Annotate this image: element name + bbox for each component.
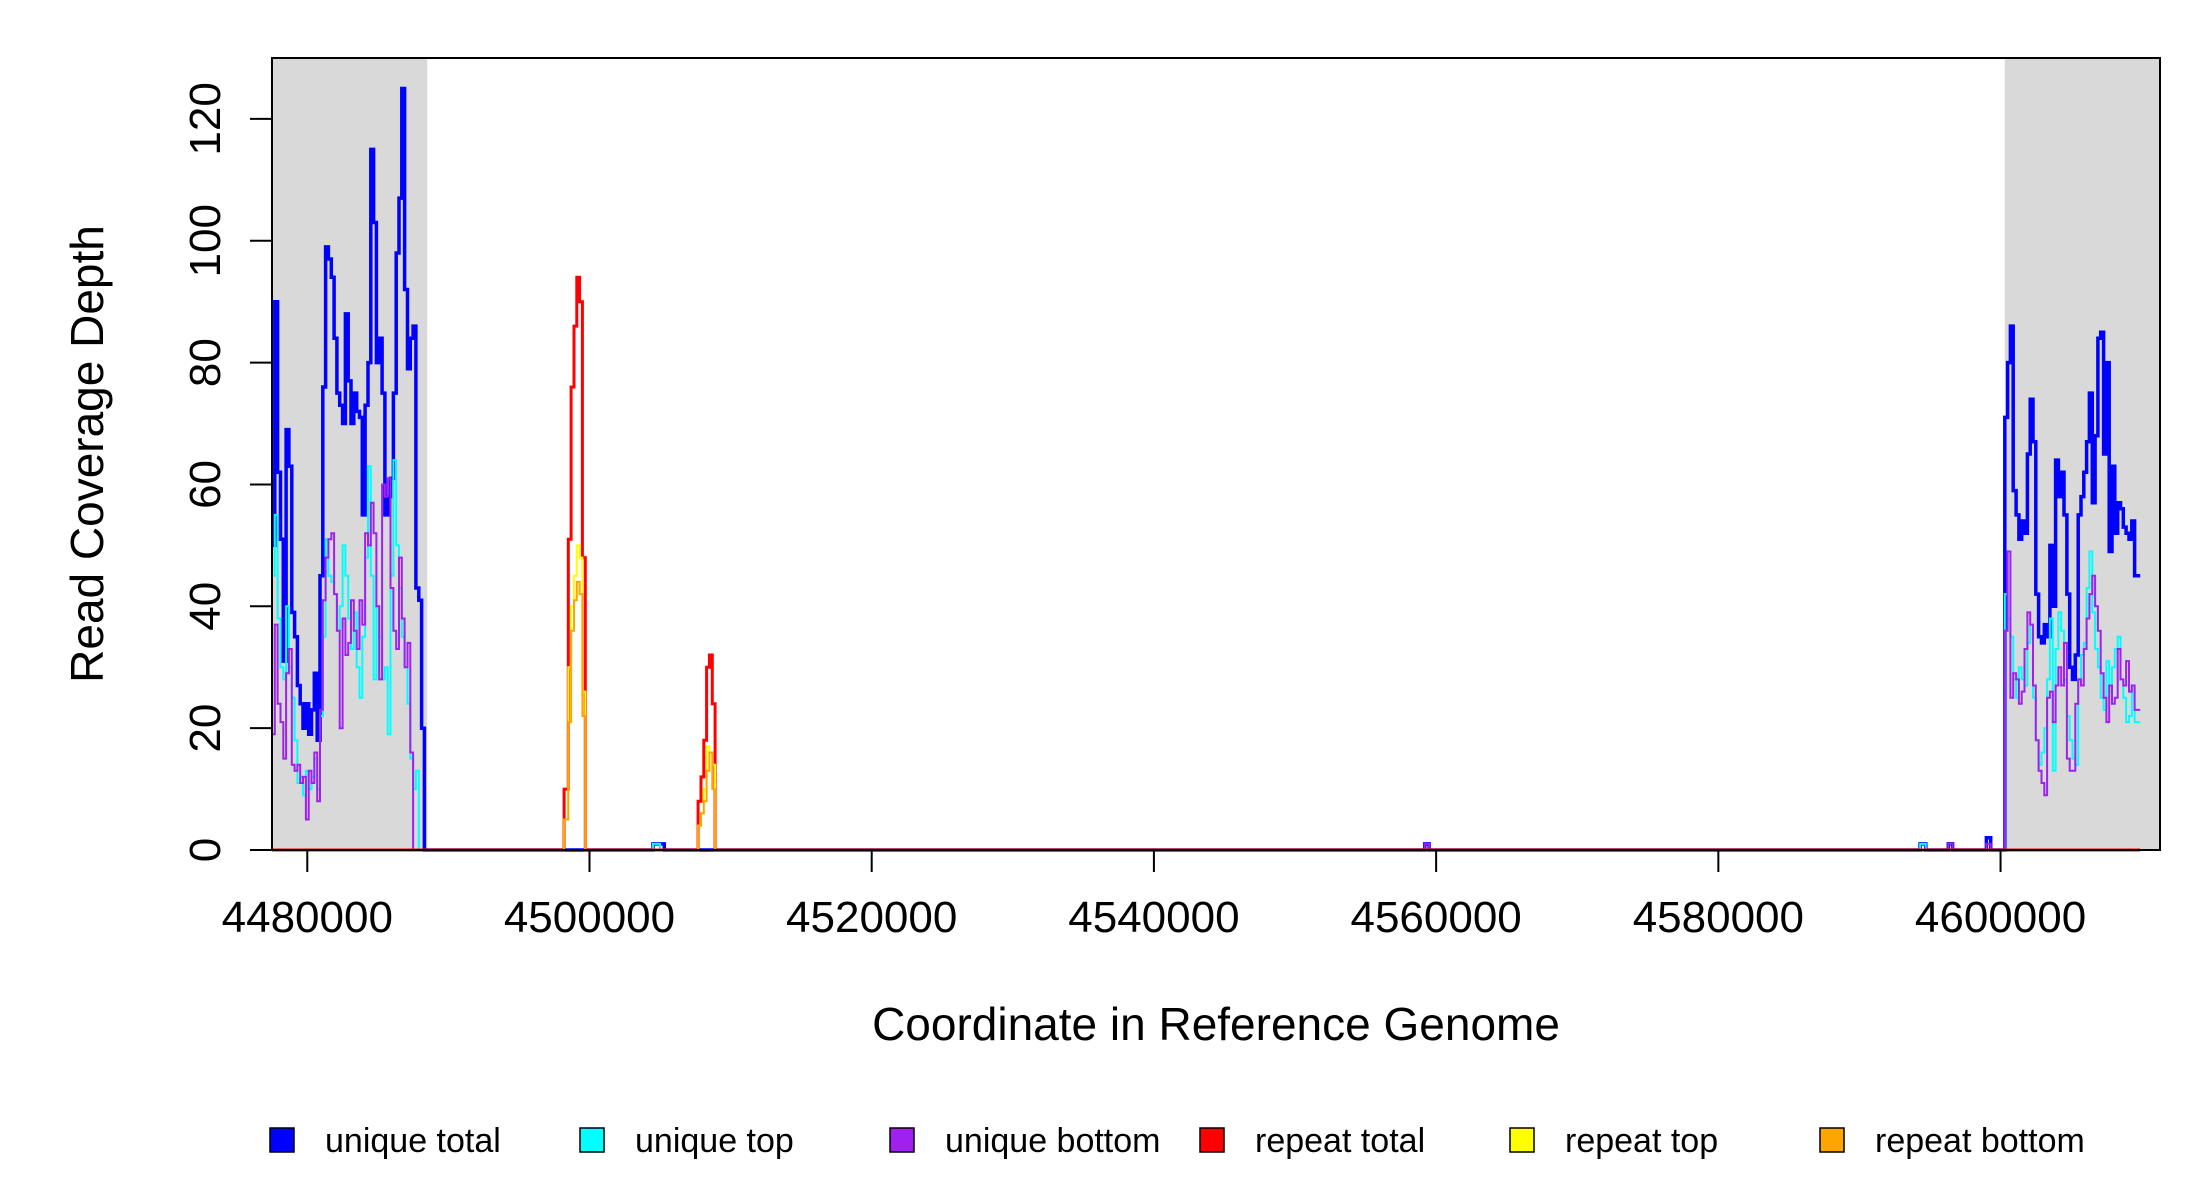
legend-label-unique-top: unique top <box>635 1122 794 1160</box>
legend-label-unique-total: unique total <box>325 1122 501 1160</box>
plot-frame <box>271 57 2161 851</box>
shaded-regions <box>272 58 2160 850</box>
x-tick-label: 4520000 <box>786 893 957 942</box>
y-tick-label: 120 <box>181 82 230 155</box>
x-tick-label: 4480000 <box>222 893 393 942</box>
legend-swatch-repeat-top <box>1509 1127 1535 1153</box>
series-line-unique-bottom <box>272 477 2141 851</box>
y-axis-title: Read Coverage Depth <box>61 225 113 683</box>
y-tick-label: 40 <box>181 582 230 631</box>
legend-swatch-unique-total <box>269 1127 295 1153</box>
y-tick-label: 80 <box>181 338 230 387</box>
legend-swatch-unique-top <box>579 1127 605 1153</box>
x-tick-label: 4540000 <box>1068 893 1239 942</box>
x-tick-label: 4560000 <box>1350 893 1521 942</box>
legend-label-repeat-top: repeat top <box>1565 1122 1718 1160</box>
legend-swatch-unique-bottom <box>889 1127 915 1153</box>
y-tick-label: 60 <box>181 460 230 509</box>
x-axis-title: Coordinate in Reference Genome <box>872 998 1560 1050</box>
y-tick-label: 0 <box>181 838 230 862</box>
y-tick-label: 100 <box>181 204 230 277</box>
series-line-repeat-bottom <box>272 580 2141 851</box>
y-tick-label: 20 <box>181 704 230 753</box>
x-tick-label: 4500000 <box>504 893 675 942</box>
legend-label-repeat-bottom: repeat bottom <box>1875 1122 2085 1160</box>
x-tick-label: 4600000 <box>1915 893 2086 942</box>
legend-swatch-repeat-bottom <box>1819 1127 1845 1153</box>
x-axis: 4480000 4500000 4520000 4540000 4560000 45800… <box>222 850 2086 942</box>
legend-label-unique-bottom: unique bottom <box>945 1122 1161 1160</box>
y-axis: 0 20 40 60 80 100 120 <box>181 82 272 862</box>
legend-swatch-repeat-total <box>1199 1127 1225 1153</box>
series-line-repeat-top <box>272 544 2141 851</box>
series-lines <box>272 86 2141 852</box>
legend: unique total unique top unique bottom repea… <box>269 1122 2085 1160</box>
x-tick-label: 4580000 <box>1633 893 1804 942</box>
legend-label-repeat-total: repeat total <box>1255 1122 1425 1160</box>
series-line-repeat-total <box>272 275 2141 852</box>
series-line-unique-total <box>272 86 2141 852</box>
series-line-unique-top <box>272 459 2141 851</box>
